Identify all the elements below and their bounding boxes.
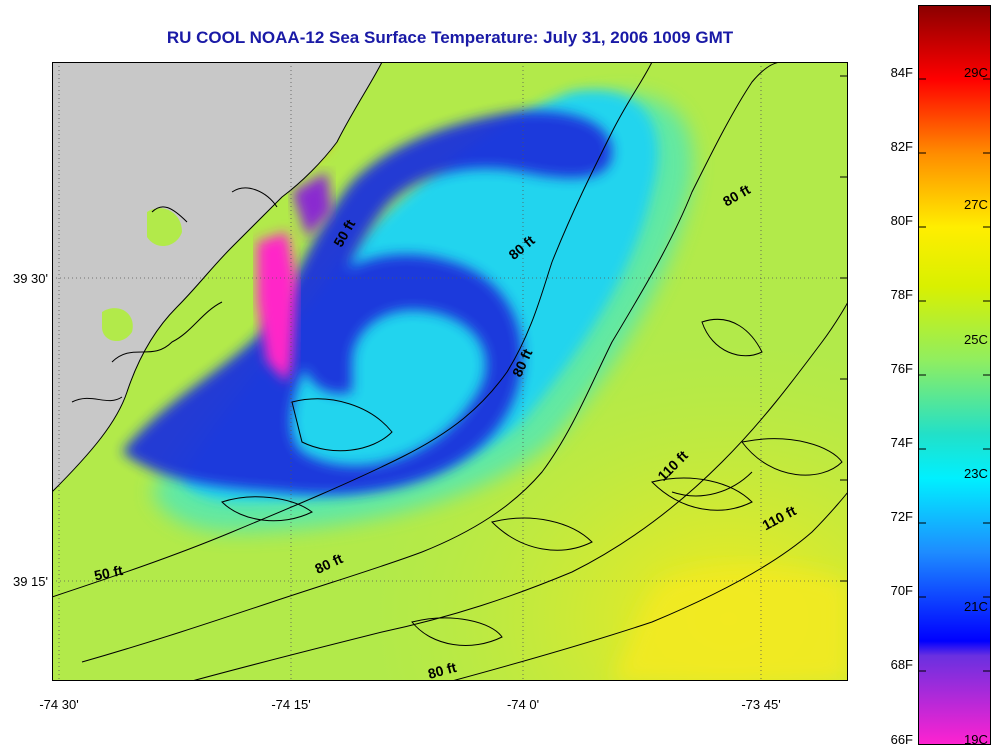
- cold-core: [257, 232, 297, 382]
- contour-label-80ft-e: 80 ft: [426, 659, 458, 681]
- lon-label-74-15: -74 15': [271, 697, 311, 712]
- land-inlet-1: [147, 208, 182, 247]
- land: [52, 62, 382, 492]
- map-title: RU COOL NOAA-12 Sea Surface Temperature:…: [166, 28, 734, 47]
- land-inlet-2: [102, 308, 133, 342]
- cold-filament: [122, 111, 612, 495]
- cb-label-68f: 68F: [890, 657, 913, 672]
- bathymetry-contours: [52, 62, 848, 681]
- cb-label-21c: 21C: [964, 599, 988, 614]
- lon-label-73-45: -73 45': [741, 697, 781, 712]
- cb-label-19c: 19C: [964, 732, 988, 747]
- contour-label-50ft-south: 50 ft: [93, 562, 125, 584]
- colorbar-gradient: [918, 5, 991, 745]
- lat-label-39-30: 39 30': [12, 271, 48, 286]
- graticule: [52, 62, 848, 681]
- sst-map: 50 ft 50 ft 80 ft 80 ft 80 ft 80 ft 80 f…: [52, 62, 848, 681]
- lat-label-39-15: 39 15': [12, 574, 48, 589]
- lon-label-74-0: -74 0': [506, 697, 540, 712]
- cb-label-66f: 66F: [890, 732, 913, 747]
- frame-ticks: [840, 75, 848, 582]
- warm-patch: [612, 567, 848, 681]
- cb-label-70f: 70F: [890, 583, 913, 598]
- cb-label-80f: 80F: [890, 213, 913, 228]
- map-frame: [52, 62, 848, 681]
- cold-core-edge: [292, 172, 332, 237]
- lon-label-74-30: -74 30': [39, 697, 79, 712]
- cb-label-29c: 29C: [964, 65, 988, 80]
- cb-label-25c: 25C: [964, 332, 988, 347]
- cb-label-27c: 27C: [964, 197, 988, 212]
- cb-label-84f: 84F: [890, 65, 913, 80]
- cb-label-82f: 82F: [890, 139, 913, 154]
- cb-label-78f: 78F: [890, 287, 913, 302]
- cb-label-72f: 72F: [890, 509, 913, 524]
- temperature-colorbar: [918, 5, 991, 745]
- cb-label-74f: 74F: [890, 435, 913, 450]
- cb-label-23c: 23C: [964, 466, 988, 481]
- cb-label-76f: 76F: [890, 361, 913, 376]
- bay-outline: [71, 187, 278, 403]
- coastline: [52, 62, 383, 493]
